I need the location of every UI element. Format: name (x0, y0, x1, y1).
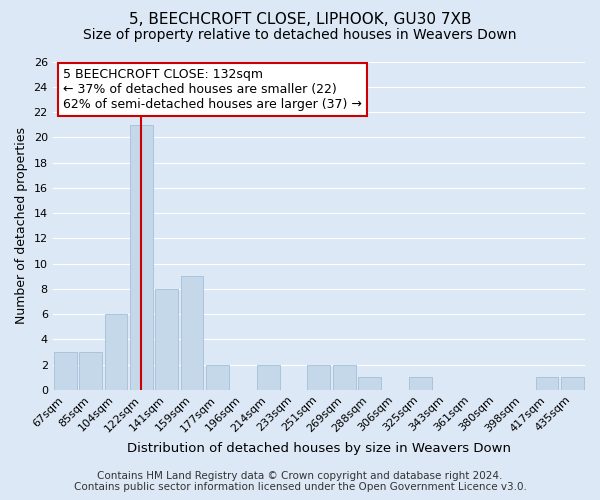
Text: Size of property relative to detached houses in Weavers Down: Size of property relative to detached ho… (83, 28, 517, 42)
Bar (333, 364, 356, 390)
Bar (257, 364, 280, 390)
Bar (409, 377, 431, 390)
Text: 5 BEECHCROFT CLOSE: 132sqm
← 37% of detached houses are smaller (22)
62% of semi: 5 BEECHCROFT CLOSE: 132sqm ← 37% of deta… (64, 68, 362, 111)
Bar (307, 364, 330, 390)
Bar (358, 377, 381, 390)
Bar (79, 352, 102, 390)
Text: 5, BEECHCROFT CLOSE, LIPHOOK, GU30 7XB: 5, BEECHCROFT CLOSE, LIPHOOK, GU30 7XB (129, 12, 471, 28)
Bar (130, 124, 153, 390)
X-axis label: Distribution of detached houses by size in Weavers Down: Distribution of detached houses by size … (127, 442, 511, 455)
Text: Contains HM Land Registry data © Crown copyright and database right 2024.
Contai: Contains HM Land Registry data © Crown c… (74, 471, 526, 492)
Bar (54, 352, 77, 390)
Y-axis label: Number of detached properties: Number of detached properties (15, 127, 28, 324)
Bar (181, 276, 203, 390)
Bar (155, 289, 178, 390)
Bar (104, 314, 127, 390)
Bar (561, 377, 584, 390)
Bar (206, 364, 229, 390)
Bar (536, 377, 559, 390)
